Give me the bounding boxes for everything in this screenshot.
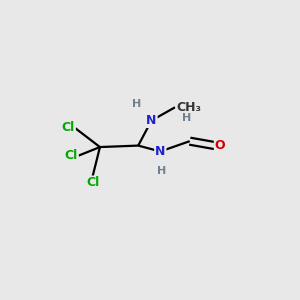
Text: H: H bbox=[132, 99, 141, 110]
Text: Cl: Cl bbox=[64, 149, 78, 162]
Text: Cl: Cl bbox=[86, 176, 99, 190]
Text: H: H bbox=[157, 166, 167, 176]
Text: H: H bbox=[182, 112, 191, 123]
Text: N: N bbox=[155, 145, 166, 158]
Text: CH₃: CH₃ bbox=[176, 101, 202, 114]
Text: N: N bbox=[146, 114, 157, 127]
Text: Cl: Cl bbox=[62, 122, 75, 134]
Text: O: O bbox=[215, 139, 225, 152]
